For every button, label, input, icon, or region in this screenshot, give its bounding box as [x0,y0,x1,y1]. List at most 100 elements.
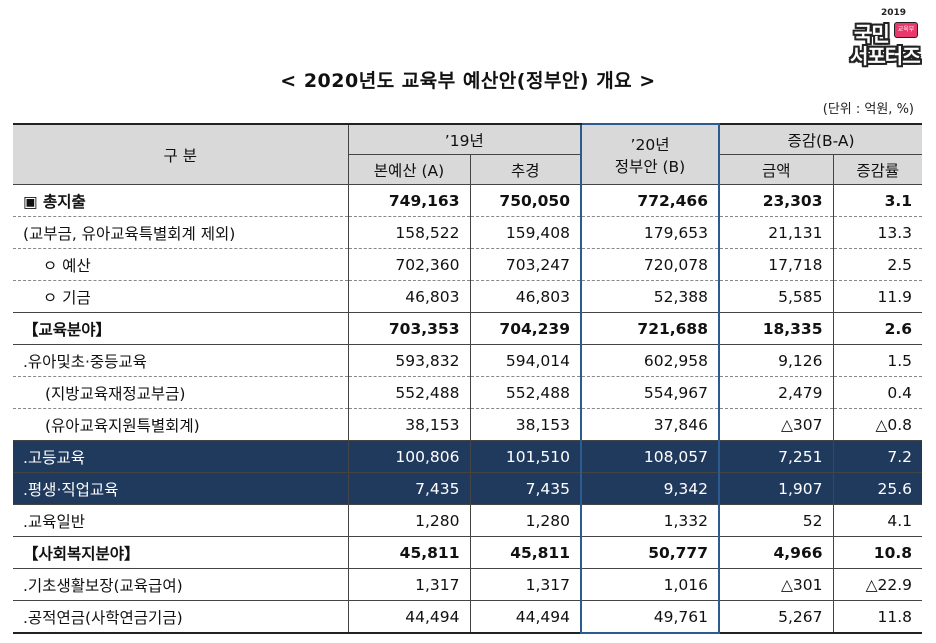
row-label: ㅇ 기금 [13,280,349,313]
row-label: ㅇ 예산 [13,248,349,281]
table-row-highlighted: .평생·직업교육 7,435 7,435 9,342 1,907 25.6 [13,472,923,505]
header-2020: ’20년 정부안 (B) [580,123,721,185]
cell-2019-supp: 1,317 [469,568,582,601]
cell-2019-supp: 704,239 [469,312,582,345]
cell-2019-main: 1,280 [347,504,471,537]
row-label: .공적연금(사학연금기금) [13,600,349,633]
table-row: .유아및초·중등교육 593,832 594,014 602,958 9,126… [13,344,923,377]
cell-2020: 49,761 [580,600,721,634]
cell-2019-supp: 44,494 [469,600,582,633]
cell-2019-supp: 38,153 [469,408,582,441]
table-row-highlighted: .고등교육 100,806 101,510 108,057 7,251 7.2 [13,440,923,473]
row-label: .평생·직업교육 [13,472,349,505]
table-row: (교부금, 유아교육특별회계 제외) 158,522 159,408 179,6… [13,216,923,249]
cell-2020: 179,653 [580,216,721,249]
cell-2019-main: 158,522 [347,216,471,249]
cell-change-amount: 23,303 [718,184,834,217]
cell-2019-main: 46,803 [347,280,471,313]
cell-2019-main: 552,488 [347,376,471,409]
cell-change-amount: 1,907 [718,472,834,505]
cell-2020: 720,078 [580,248,721,281]
table-row: ▣ 총지출 749,163 750,050 772,466 23,303 3.1 [13,184,923,217]
cell-change-rate: 10.8 [832,536,923,569]
cell-2019-main: 100,806 [347,440,471,473]
cell-2020: 602,958 [580,344,721,377]
cell-change-amount: 5,267 [718,600,834,633]
logo-year: 2019 [880,8,906,18]
cell-change-rate: 1.5 [832,344,923,377]
row-label: .유아및초·중등교육 [13,344,349,377]
cell-2020: 108,057 [580,440,721,473]
cell-change-rate: 11.8 [832,600,923,633]
cell-2019-main: 593,832 [347,344,471,377]
header-2020-proposal: 정부안 (B) [614,157,686,176]
budget-table: 구 분 ’19년 ’20년 정부안 (B) 증감(B-A) 본예산 (A) 추경… [13,123,923,634]
header-2019-supp: 추경 [469,154,582,185]
row-label: (유아교육지원특별회계) [13,408,349,441]
cell-2019-supp: 552,488 [469,376,582,409]
cell-2019-supp: 45,811 [469,536,582,569]
cell-change-amount: 2,479 [718,376,834,409]
row-label: (교부금, 유아교육특별회계 제외) [13,216,349,249]
cell-2020: 52,388 [580,280,721,313]
cell-2019-main: 1,317 [347,568,471,601]
header-change-rate: 증감률 [832,154,923,185]
cell-2020: 37,846 [580,408,721,441]
cell-2019-supp: 1,280 [469,504,582,537]
table-row: .기초생활보장(교육급여) 1,317 1,317 1,016 △301 △22… [13,568,923,601]
cell-change-rate: 3.1 [832,184,923,217]
cell-2019-supp: 594,014 [469,344,582,377]
table-row: 【교육분야】 703,353 704,239 721,688 18,335 2.… [13,312,923,345]
row-label: .교육일반 [13,504,349,537]
row-label: ▣ 총지출 [13,184,349,217]
cell-2019-supp: 703,247 [469,248,582,281]
row-label: .고등교육 [13,440,349,473]
cell-change-rate: 11.9 [832,280,923,313]
cell-change-rate: 13.3 [832,216,923,249]
logo-line2: 서포터즈 [850,44,921,68]
table-row: ㅇ 예산 702,360 703,247 720,078 17,718 2.5 [13,248,923,281]
header-change-amount: 금액 [718,154,834,185]
row-label: 【사회복지분야】 [13,536,349,569]
cell-change-amount: 4,966 [718,536,834,569]
cell-2019-supp: 46,803 [469,280,582,313]
cell-change-rate: 7.2 [832,440,923,473]
row-label: .기초생활보장(교육급여) [13,568,349,601]
cell-2020: 9,342 [580,472,721,505]
header-change: 증감(B-A) [718,123,923,155]
cell-change-rate: △0.8 [832,408,923,441]
table-row: (지방교육재정교부금) 552,488 552,488 554,967 2,47… [13,376,923,409]
supporters-logo: 2019 국민 교육부 서포터즈 [848,8,926,68]
cell-2019-main: 44,494 [347,600,471,633]
header-2019-main: 본예산 (A) [347,154,471,185]
table-row: (유아교육지원특별회계) 38,153 38,153 37,846 △307 △… [13,408,923,441]
cell-change-amount: 9,126 [718,344,834,377]
cell-2019-main: 38,153 [347,408,471,441]
cell-2019-main: 703,353 [347,312,471,345]
cell-change-amount: 5,585 [718,280,834,313]
header-2019: ’19년 [347,123,582,155]
cell-2019-supp: 7,435 [469,472,582,505]
table-row: .공적연금(사학연금기금) 44,494 44,494 49,761 5,267… [13,600,923,634]
cell-2019-supp: 750,050 [469,184,582,217]
cell-2020: 772,466 [580,184,721,217]
row-label: 【교육분야】 [13,312,349,345]
cell-2019-main: 45,811 [347,536,471,569]
cell-2020: 554,967 [580,376,721,409]
table-row: ㅇ 기금 46,803 46,803 52,388 5,585 11.9 [13,280,923,313]
header-2020-year: ’20년 [630,135,670,154]
unit-note: (단위 : 억원, %) [822,102,914,117]
cell-2019-supp: 101,510 [469,440,582,473]
cell-2019-main: 7,435 [347,472,471,505]
cell-2020: 1,332 [580,504,721,537]
row-label: (지방교육재정교부금) [13,376,349,409]
cell-change-rate: 4.1 [832,504,923,537]
cell-change-amount: 21,131 [718,216,834,249]
cell-change-amount: △307 [718,408,834,441]
cell-2019-supp: 159,408 [469,216,582,249]
cell-2020: 721,688 [580,312,721,345]
table-row: 【사회복지분야】 45,811 45,811 50,777 4,966 10.8 [13,536,923,569]
cell-change-rate: 0.4 [832,376,923,409]
page-title: < 2020년도 교육부 예산안(정부안) 개요 > [280,70,656,92]
cell-change-amount: 18,335 [718,312,834,345]
